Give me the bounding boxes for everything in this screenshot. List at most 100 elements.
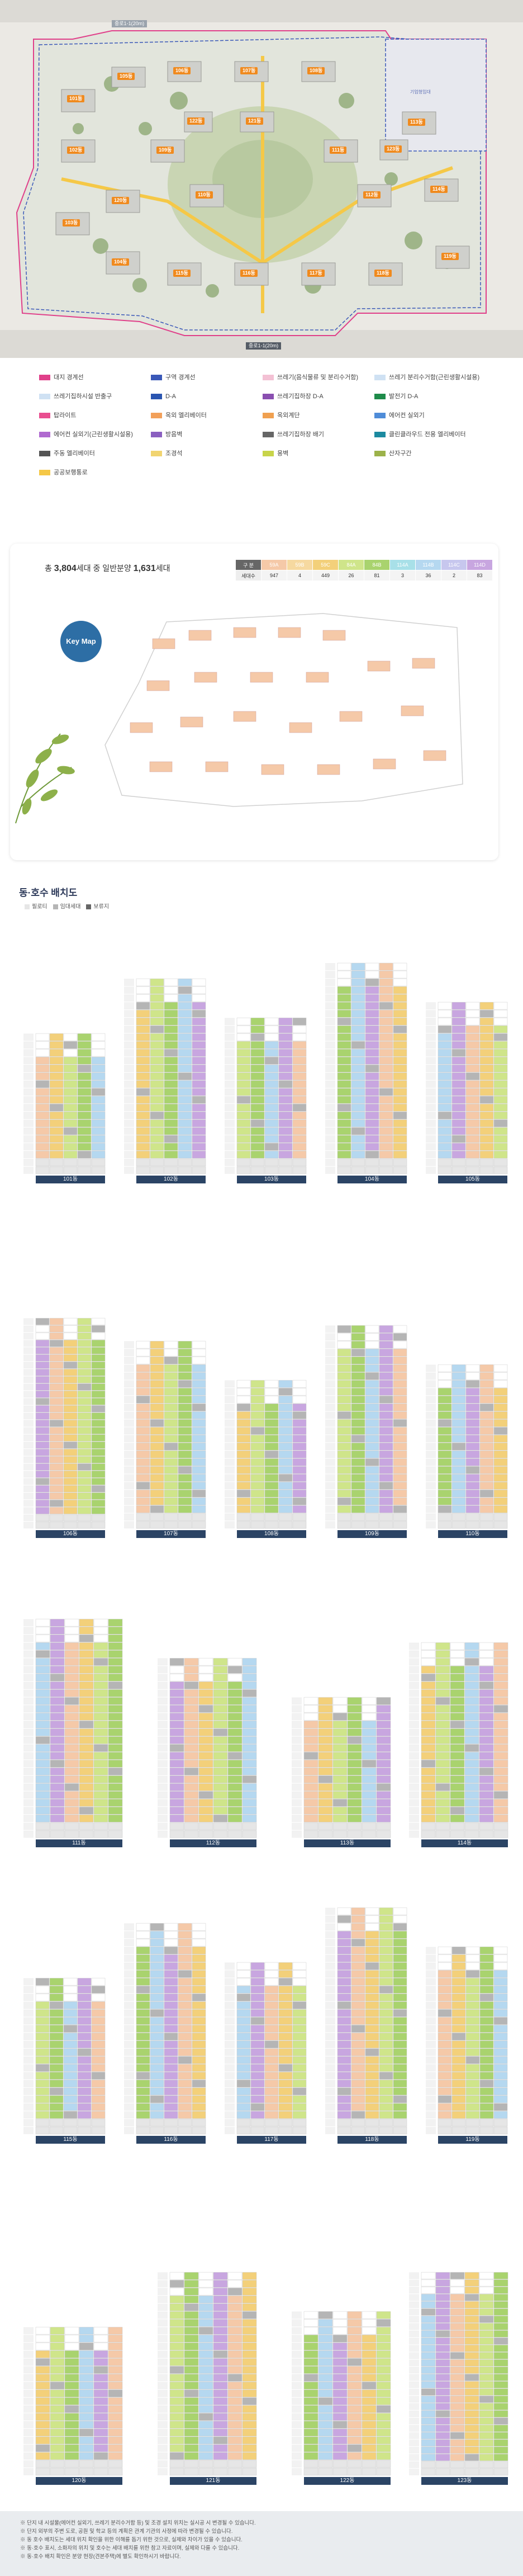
legend-swatch (374, 432, 386, 438)
legend-item: 대지 경계선 (39, 374, 84, 381)
footer-note: ※ 단지 내 시설물(에어컨 실외기, 쓰레기 분리수거함 등) 및 조경 설치… (20, 2520, 256, 2526)
section-legend-label: 보류지 (93, 904, 110, 910)
section-title: 동·호수 배치도 (19, 888, 78, 898)
site-plan-drawing (0, 0, 523, 358)
legend-swatch (39, 413, 50, 419)
legend-item: 에어컨 실외기 (374, 412, 425, 419)
dong-floor-grid (225, 1380, 307, 1529)
site-building-label: 110동 (196, 191, 213, 199)
section-legend-swatch (86, 904, 92, 909)
site-building-label: 119동 (441, 253, 459, 260)
site-building-label: 114동 (430, 186, 448, 193)
type-name: 84A (338, 559, 364, 570)
legend-label: 주동 엘리베이터 (54, 450, 95, 457)
dong-floor-grid (325, 1907, 407, 2135)
section-legend-label: 필로티 (32, 904, 47, 910)
legend-item: 발전기 D-A (374, 393, 418, 400)
site-building-label: 123동 (384, 145, 402, 153)
site-legend: 대지 경계선 구역 경계선 쓰레기(음식물류 및 분리수거함) 쓰레기 분리수거함(근… (39, 374, 484, 494)
legend-label: 공공보행통로 (54, 469, 88, 476)
dong-label: 123동 (421, 2477, 508, 2485)
dong-label: 121동 (170, 2477, 256, 2485)
section-legend-label: 임대세대 (60, 904, 81, 910)
type-name: 114A (389, 559, 416, 570)
dong-label: 113동 (304, 1839, 391, 1847)
top-road-label: 중로1-1(20m) (112, 20, 148, 27)
legend-item: 옥외계단 (263, 412, 299, 419)
legend-swatch (374, 375, 386, 381)
type-count: 2 (441, 570, 467, 581)
type-count: 83 (467, 570, 493, 581)
dong-label: 107동 (136, 1530, 206, 1538)
site-building-label: 122동 (187, 117, 205, 125)
site-building-label: 117동 (307, 270, 325, 277)
dong-label: 111동 (36, 1839, 122, 1847)
legend-label: 용벽 (277, 450, 289, 457)
site-building-label: 111동 (330, 147, 347, 154)
section-legend-swatch (53, 904, 58, 909)
dong-floor-grid (23, 1619, 123, 1838)
footer-note: ※ 단지 외부의 주변 도로, 공원 및 학교 등의 계획은 관계 기관의 사정… (20, 2528, 233, 2535)
site-building-label: 105동 (117, 73, 135, 80)
type-name: 84B (364, 559, 390, 570)
legend-swatch (374, 413, 386, 419)
legend-item: 에어컨 실외기(근린생활시설용) (39, 431, 133, 438)
legend-item: 쓰레기집하시설 반출구 (39, 393, 112, 400)
general-unit-text: 세대 (155, 564, 170, 573)
type-name: 59C (312, 559, 339, 570)
dong-floor-grid (292, 2311, 391, 2476)
legend-item: 공공보행통로 (39, 469, 88, 476)
bottom-road-label: 중로1-1(20m) (246, 342, 282, 350)
dong-floor-grid (23, 2327, 123, 2476)
legend-swatch (151, 451, 162, 457)
dong-floor-grid (225, 1017, 307, 1174)
keymap-decoration (15, 613, 463, 824)
legend-label: 옥외 엘리베이터 (165, 412, 207, 419)
dong-floor-grid (124, 978, 206, 1174)
unit-type-table: 구 분 59A 59B 59C 84A 84B 114A 114B 114C 114D 세대수 947… (235, 559, 493, 581)
legend-label: 쓰레기(음식물류 및 분리수거함) (277, 374, 358, 381)
legend-swatch (39, 451, 50, 457)
legend-swatch (39, 432, 50, 438)
dong-label: 108동 (237, 1530, 306, 1538)
site-building-label: 108동 (307, 67, 325, 74)
legend-label: 에어컨 실외기 (389, 412, 425, 419)
general-sale-count: 1,631 (133, 564, 156, 573)
dong-label: 120동 (36, 2477, 122, 2485)
site-building-label: 101동 (67, 95, 85, 102)
dong-label: 116동 (136, 2136, 206, 2144)
dong-label: 101동 (36, 1176, 105, 1183)
legend-item: 주동 엘리베이터 (39, 450, 95, 457)
dong-floor-grid (124, 1341, 206, 1529)
legend-swatch (151, 394, 162, 400)
site-plan: 중로1-1(20m) 중로1-1(20m) 기업형임대 101동 102동 10… (0, 0, 523, 358)
totals-prefix: 총 (45, 564, 52, 573)
legend-label: 쓰레기 분리수거함(근린생활시설용) (389, 374, 480, 381)
legend-swatch (151, 375, 162, 381)
dong-floor-grid (23, 1978, 106, 2135)
dong-floor-grid (409, 2272, 508, 2476)
legend-label: 옥외계단 (277, 412, 300, 419)
legend-swatch (151, 413, 162, 419)
section-legend: 필로티 임대세대 보류지 (19, 902, 109, 910)
legend-swatch (374, 451, 386, 457)
legend-item: 클린클라우드 전용 엘리베이터 (374, 431, 466, 438)
dong-floor-grid (325, 1325, 407, 1529)
dong-label: 114동 (421, 1839, 508, 1847)
site-building-label: 115동 (173, 270, 191, 277)
legend-swatch (374, 394, 386, 400)
dong-label: 119동 (438, 2136, 507, 2144)
dong-floor-grid (158, 2272, 257, 2476)
legend-item: 쓰레기(음식물류 및 분리수거함) (263, 374, 358, 381)
site-building-label: 104동 (112, 258, 130, 266)
right-block-label: 기업형임대 (410, 89, 431, 95)
dong-floor-grid (23, 1033, 106, 1174)
legend-swatch (151, 432, 162, 438)
unit-totals: 총 3,804세대 중 일반분양 1,631세대 (45, 563, 170, 574)
type-count: 449 (312, 570, 339, 581)
dong-label: 115동 (36, 2136, 105, 2144)
legend-label: 대지 경계선 (54, 374, 84, 381)
dong-floor-grid (23, 1318, 106, 1529)
type-row-label: 세대수 (235, 570, 262, 581)
legend-item: 쓰레기집하장 배기 (263, 431, 324, 438)
